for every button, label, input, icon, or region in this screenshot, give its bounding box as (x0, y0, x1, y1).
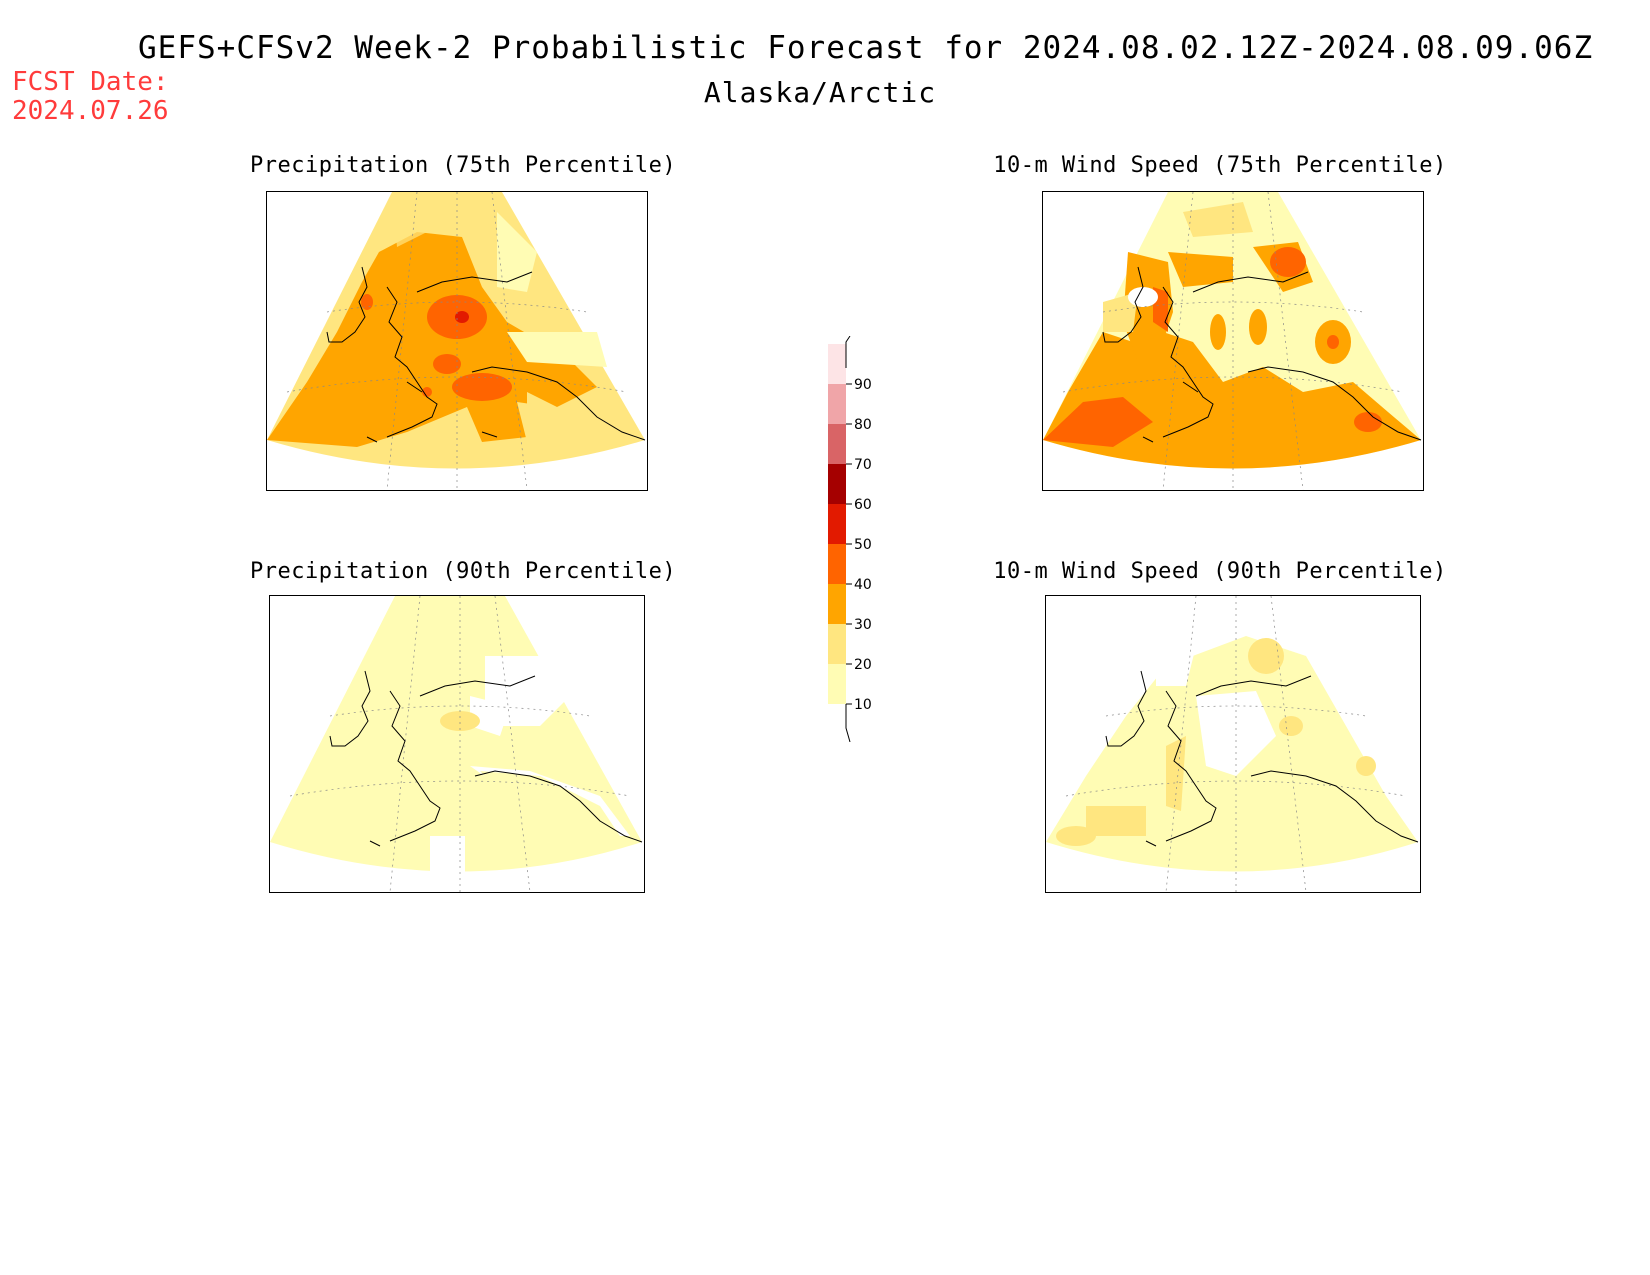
colorbar-swatch (828, 504, 846, 544)
colorbar-swatch (828, 344, 846, 384)
map-wind-75 (1042, 191, 1424, 491)
map-wind-90 (1045, 595, 1421, 893)
forecast-title-text: GEFS+CFSv2 Week-2 Probabilistic Forecast… (138, 30, 1594, 66)
colorbar-label: 60 (854, 497, 872, 513)
map-precip-75-canvas (267, 192, 646, 490)
forecast-date-value: 2024.07.26 (12, 96, 169, 126)
forecast-date-label: FCST Date: (12, 67, 169, 97)
map-wind-75-canvas (1043, 192, 1422, 490)
panel-title-precip-90: Precipitation (90th Percentile) (250, 559, 677, 584)
map-precip-90 (269, 595, 645, 893)
colorbar-label: 20 (854, 657, 872, 673)
colorbar-label: 30 (854, 617, 872, 633)
colorbar: 10 20 30 40 50 60 70 80 90 (828, 336, 872, 742)
colorbar-swatch (828, 424, 846, 464)
forecast-date-block: FCST Date: 2024.07.26 (12, 68, 169, 126)
colorbar-label: 50 (854, 537, 872, 553)
map-precip-90-canvas (270, 596, 643, 892)
colorbar-label: 80 (854, 417, 872, 433)
region-subtitle: Alaska/Arctic (703, 76, 937, 109)
colorbar-swatch (828, 624, 846, 664)
panel-title-wind-90: 10-m Wind Speed (90th Percentile) (993, 559, 1447, 584)
colorbar-label: 90 (854, 377, 872, 393)
panel-title-precip-75: Precipitation (75th Percentile) (250, 153, 677, 178)
colorbar-swatch (828, 384, 846, 424)
colorbar-label: 40 (854, 577, 872, 593)
colorbar-swatch (828, 544, 846, 584)
map-precip-75 (266, 191, 648, 491)
colorbar-swatch (828, 584, 846, 624)
colorbar-swatch (828, 664, 846, 704)
colorbar-label: 10 (854, 697, 872, 713)
colorbar-label: 70 (854, 457, 872, 473)
map-wind-90-canvas (1046, 596, 1419, 892)
panel-title-wind-75: 10-m Wind Speed (75th Percentile) (993, 153, 1447, 178)
colorbar-swatch (828, 464, 846, 504)
